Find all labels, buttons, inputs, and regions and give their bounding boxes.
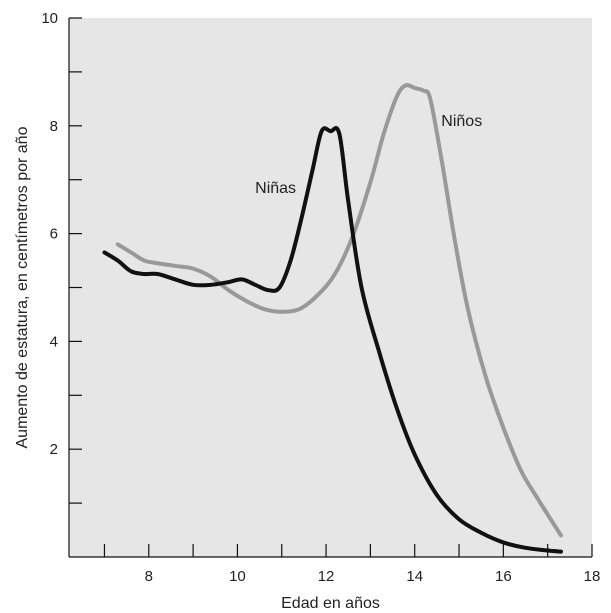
- x-tick-label: 12: [318, 568, 335, 585]
- y-tick-label: 2: [50, 441, 58, 458]
- series-line-ninas: [102, 126, 563, 554]
- series-label: Niños: [441, 113, 482, 130]
- y-tick-label: 8: [50, 118, 58, 135]
- x-axis-title: Edad en años: [281, 595, 380, 612]
- x-tick-label: 10: [229, 568, 246, 585]
- y-axis-title: Aumento de estatura, en centímetros por …: [14, 126, 31, 448]
- plot-area: [69, 18, 592, 557]
- x-axis: 8 10 12 14 16 18: [103, 544, 601, 585]
- y-axis: 2 4 6 8 10: [41, 10, 82, 504]
- x-tick-label: 8: [145, 568, 153, 585]
- y-tick-label: 4: [50, 333, 58, 350]
- annotation-layer: Niñas Niños: [255, 113, 482, 197]
- series-line-ninos: [115, 83, 563, 538]
- x-tick-label: 14: [406, 568, 423, 585]
- x-tick-label: 16: [495, 568, 512, 585]
- series-label: Niñas: [255, 180, 296, 197]
- y-tick-label: 10: [41, 10, 58, 27]
- series-layer: [102, 83, 563, 554]
- y-tick-label: 6: [50, 226, 58, 243]
- x-tick-label: 18: [584, 568, 601, 585]
